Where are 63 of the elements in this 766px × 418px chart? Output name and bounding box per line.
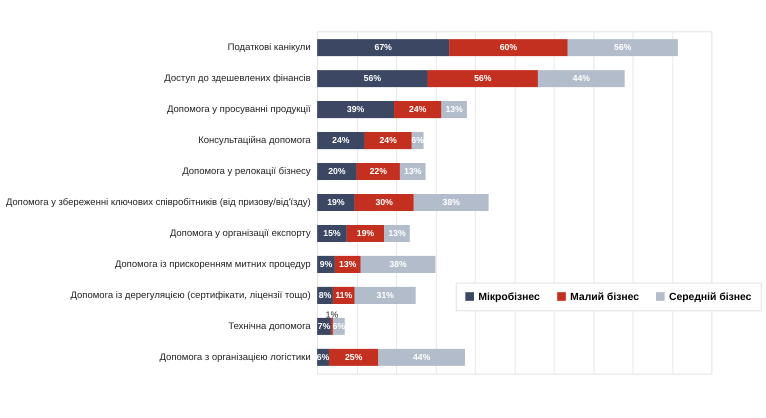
data-label: 39% [346, 104, 365, 114]
data-label: 24% [379, 135, 398, 146]
data-label: 44% [572, 73, 590, 84]
bar [317, 101, 394, 118]
bar [364, 132, 412, 150]
data-label: 24% [409, 104, 427, 114]
legend-label: Середній бізнес [668, 292, 752, 303]
data-label: 38% [389, 259, 407, 270]
data-label: 19% [327, 197, 345, 208]
data-label: 6% [316, 352, 330, 362]
bar [354, 194, 414, 212]
data-label: 6% [332, 321, 346, 331]
bar [356, 163, 400, 180]
bar [449, 39, 568, 56]
data-label: 13% [445, 104, 464, 114]
y-tick-label: Допомога у збереженні ключових співробітників (від призову/від'їзду) [6, 197, 311, 208]
bar [428, 70, 538, 88]
data-label: 9% [320, 259, 333, 270]
bar [317, 70, 428, 88]
data-label: 56% [474, 73, 492, 84]
bar [538, 70, 625, 88]
bar [317, 39, 450, 56]
data-label: 13% [388, 228, 406, 238]
y-tick-label: Допомога у організації експорту [170, 228, 311, 240]
data-label: 22% [370, 166, 388, 176]
y-tick-label: Доступ до здешевлених фінансів [164, 73, 311, 84]
y-tick-label: Допомога у просуванні продукції [166, 104, 311, 116]
y-tick-label: Консультаційна допомога [198, 135, 312, 146]
data-label: 20% [328, 166, 346, 176]
legend-label: Мікробізнес [478, 292, 540, 303]
data-label: 56% [614, 42, 632, 52]
data-label: 24% [332, 135, 350, 146]
y-tick-label: Податкові канікули [228, 42, 311, 54]
y-tick-label: Допомога у релокації бізнесу [182, 166, 311, 178]
y-tick-label: Допомога із прискоренням митних процедур [114, 259, 311, 270]
data-label: 31% [376, 290, 394, 300]
legend-label: Малий бізнес [570, 292, 640, 303]
data-label: 7% [318, 321, 331, 331]
bar [317, 132, 364, 150]
y-tick-label: Допомога з організацією логістики [160, 352, 311, 363]
data-label: 44% [412, 352, 431, 362]
data-label: 67% [374, 42, 392, 52]
data-label: 8% [318, 290, 332, 300]
data-label: 1% [326, 310, 338, 320]
bar [354, 286, 416, 304]
y-tick-label: Допомога із дерегуляцією (сертифікати, ліцензії тощо) [70, 290, 311, 302]
data-label: 11% [335, 290, 352, 300]
data-label: 15% [323, 228, 341, 238]
bar [568, 39, 678, 56]
data-label: 19% [356, 228, 374, 238]
bar [378, 348, 465, 366]
data-label: 13% [404, 166, 422, 176]
data-label: 30% [376, 197, 394, 208]
data-label: 13% [339, 259, 357, 270]
data-label: 38% [442, 197, 460, 208]
data-label: 25% [344, 352, 363, 362]
bar [394, 101, 442, 118]
bar [360, 256, 436, 273]
y-tick-label: Технічна допомога [228, 321, 312, 332]
data-label: 60% [500, 42, 518, 52]
bar [414, 194, 489, 212]
data-label: 56% [364, 73, 382, 84]
bar [328, 348, 378, 366]
